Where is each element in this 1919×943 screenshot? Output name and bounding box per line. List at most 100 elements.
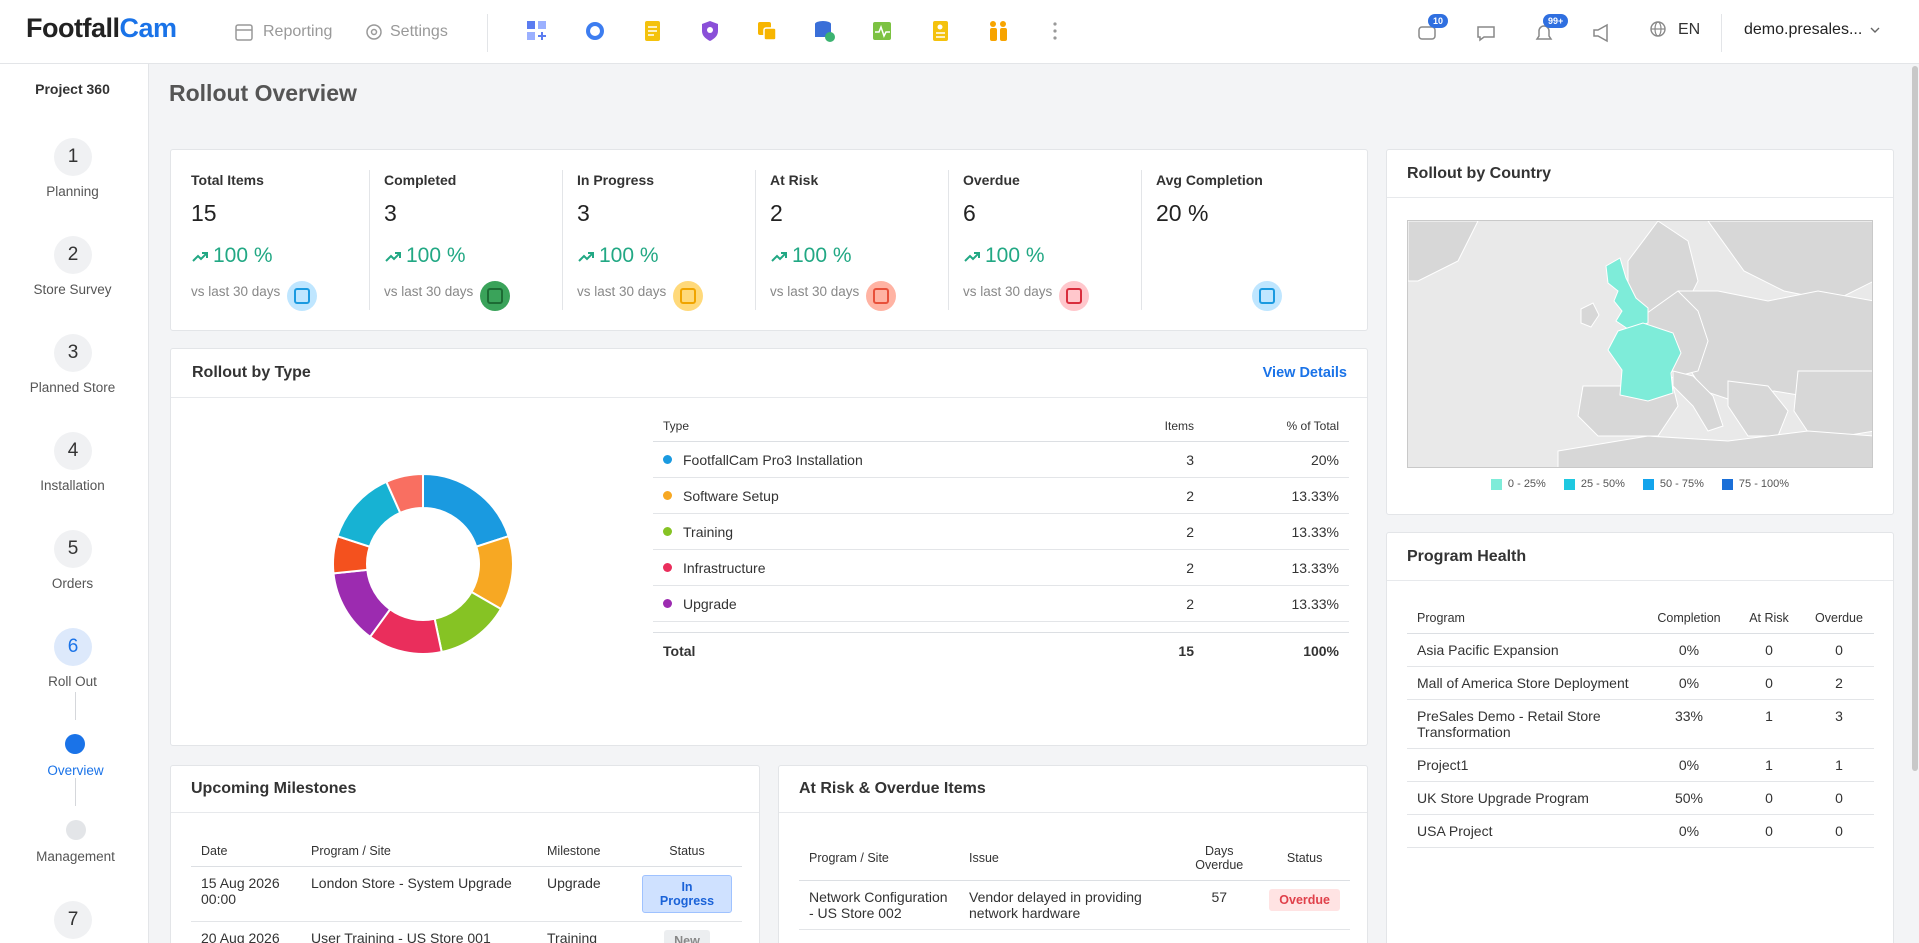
table-row: PreSales Demo - Retail Store Transformat… <box>1407 699 1874 749</box>
table-cell: New Store <box>683 632 1114 633</box>
module-icon[interactable] <box>527 21 546 40</box>
step-number[interactable]: 3 <box>54 334 92 372</box>
type-table: Type Items % of Total FootfallCam Pro3 Inst… <box>653 419 1349 668</box>
table-cell: Upgrade <box>537 866 632 922</box>
kpi-change: 100 % <box>792 244 852 267</box>
kpi-value: 6 <box>963 200 976 226</box>
step-number[interactable]: 2 <box>54 236 92 274</box>
kpi-icon <box>1252 281 1282 311</box>
legend-item: 50 - 75% <box>1642 478 1704 490</box>
logo[interactable]: FootfallCam <box>26 13 177 44</box>
legend-item: 25 - 50% <box>1563 478 1625 490</box>
module-icon[interactable] <box>815 21 835 42</box>
status-badge: New <box>664 930 710 943</box>
module-icon[interactable] <box>586 22 604 40</box>
substep-label[interactable]: Management <box>36 849 115 864</box>
table-cell: Upgrade <box>683 595 737 612</box>
table-cell: In Progress <box>632 866 742 922</box>
type-dot <box>663 599 672 608</box>
type-dot <box>663 455 672 464</box>
table-cell: London Store - System Upgrade <box>301 866 537 922</box>
kpi-icon <box>673 281 703 311</box>
kpi-change: 100 % <box>213 244 273 267</box>
kpi-label: In Progress <box>577 172 655 188</box>
table-cell: 0 <box>1734 633 1804 667</box>
nav-settings[interactable]: Settings <box>390 23 448 40</box>
table-cell: 0 <box>1734 781 1804 815</box>
module-icon[interactable] <box>645 21 660 41</box>
icon-bg <box>673 281 703 311</box>
reporting-icon <box>235 24 253 41</box>
language[interactable]: EN <box>1678 21 1701 38</box>
table-row: UK Store Upgrade Program 50% 0 0 <box>1407 781 1874 815</box>
column-header: Overdue <box>1804 603 1874 634</box>
europe-map <box>1407 220 1873 468</box>
status-badge: Overdue <box>1269 889 1340 911</box>
step-number[interactable]: 5 <box>54 530 92 568</box>
legend-label: 25 - 50% <box>1580 478 1625 490</box>
column-header: Items <box>1164 419 1194 433</box>
user-menu[interactable]: demo.presales... <box>1744 21 1863 38</box>
header-row: Program Completion At Risk Overdue <box>1407 603 1874 634</box>
step-label[interactable]: Orders <box>51 576 94 591</box>
scrollbar[interactable] <box>1912 66 1918 771</box>
step-number[interactable]: 6 <box>54 628 92 666</box>
donut-segment <box>385 472 424 515</box>
step-number[interactable]: 7 <box>54 901 92 939</box>
view-details-link[interactable]: View Details <box>1262 365 1347 381</box>
logo-main: Footfall <box>26 13 120 43</box>
table-cell: 15 Aug 2026 00:00 <box>191 866 301 922</box>
icon-bg <box>480 281 510 311</box>
step-number[interactable]: 1 <box>54 138 92 176</box>
table-cell: User Training - US Store 001 <box>301 921 537 943</box>
step-label[interactable]: Planned Store <box>29 380 116 395</box>
kpi-icon <box>287 281 317 311</box>
module-icon[interactable] <box>702 21 718 41</box>
nav-reporting[interactable]: Reporting <box>263 23 333 40</box>
messages-icon[interactable] <box>1418 26 1436 40</box>
table-cell: Infrastructure <box>683 559 766 576</box>
table-cell: USA Project <box>1407 814 1644 848</box>
column-header: Milestone <box>537 836 632 867</box>
table-row: FootfallCam Pro3 Installation 3 20% <box>653 442 1349 478</box>
table-cell: 2 <box>1804 666 1874 700</box>
trend-arrow <box>192 252 208 262</box>
notification-badge: 99+ <box>1543 14 1569 28</box>
icon-glyph <box>487 288 503 304</box>
step-label[interactable]: Planning <box>46 184 99 199</box>
module-icon[interactable] <box>990 21 1007 41</box>
step-number[interactable]: 4 <box>54 432 92 470</box>
program-health-card: Program Health Program Completion At Risk O… <box>1386 532 1894 943</box>
module-icon[interactable] <box>873 22 891 40</box>
step-label[interactable]: Roll Out <box>48 674 97 689</box>
divider <box>1387 197 1893 198</box>
column-header: Program <box>1407 603 1644 634</box>
table-cell: 0 <box>1734 666 1804 700</box>
announcement-icon[interactable] <box>1593 23 1608 43</box>
kpi-note: vs last 30 days <box>384 284 474 299</box>
table-cell: 2 <box>1186 487 1194 504</box>
table-cell: 20% <box>1310 451 1339 468</box>
table-row: Software Setup 2 13.33% <box>653 478 1349 514</box>
more-menu[interactable] <box>1053 22 1057 40</box>
trend-icon <box>385 252 401 262</box>
table: Program Completion At Risk Overdue Asia Paci… <box>1407 603 1874 848</box>
rollout-by-country-card: Rollout by Country 0 - 25% 25 <box>1386 149 1894 515</box>
column-header: At Risk <box>1734 603 1804 634</box>
module-icon[interactable] <box>758 22 777 41</box>
sidebar-title: Project 360 <box>35 81 110 97</box>
column-header: Completion <box>1644 603 1734 634</box>
step-label[interactable]: Installation <box>40 478 105 493</box>
table-cell: Mall of America Store Deployment <box>1407 666 1644 700</box>
card-title: Program Health <box>1407 548 1527 565</box>
step-label[interactable]: Store Survey <box>33 282 112 297</box>
kpi-label: Completed <box>384 172 457 188</box>
column-header: Days Overdue <box>1179 836 1260 881</box>
chat-icon[interactable] <box>1477 26 1495 42</box>
module-icon[interactable] <box>933 21 948 41</box>
substep-label[interactable]: Overview <box>47 763 104 778</box>
divider <box>171 812 759 813</box>
table-row: 15 Aug 2026 00:00 London Store - System U… <box>191 866 742 922</box>
kpi-label: Overdue <box>963 172 1020 188</box>
kpi-value: 20 % <box>1156 200 1209 226</box>
